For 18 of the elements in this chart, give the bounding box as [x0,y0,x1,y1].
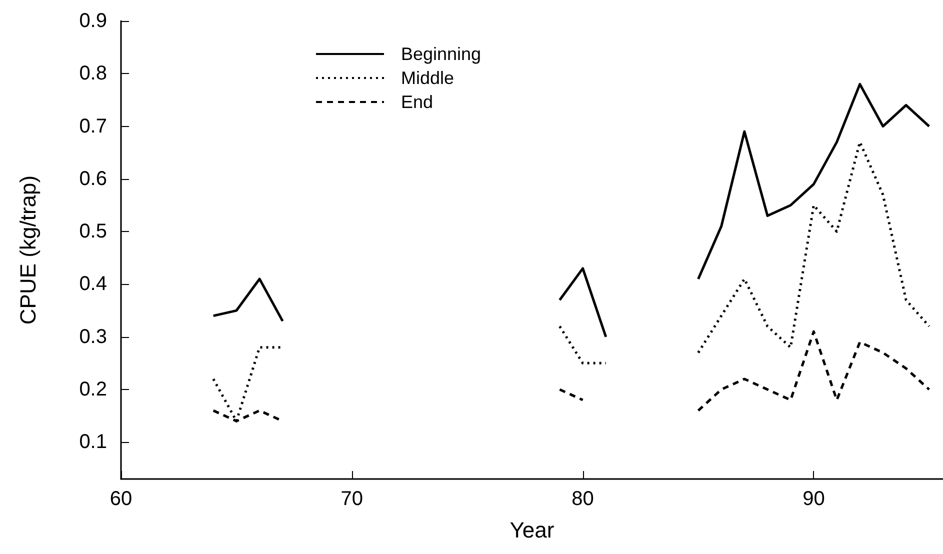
x-axis-title: Year [510,518,554,542]
y-tick-label: 0.9 [79,10,107,32]
y-tick-label: 0.4 [79,273,107,296]
y-axis-title: CPUE (kg/trap) [16,175,40,325]
legend-label: End [401,92,434,112]
y-tick-label: 0.6 [79,168,107,190]
x-tick-label: 70 [340,488,364,510]
y-tick-label: 0.5 [79,220,107,243]
x-tick-label: 60 [110,488,132,510]
legend-label: Beginning [401,44,482,64]
y-tick-label: 0.7 [79,115,107,138]
y-tick-label: 0.1 [79,431,107,454]
x-tick-label: 80 [572,488,594,510]
y-tick-label: 0.3 [79,326,107,348]
y-tick-label: 0.2 [79,378,107,401]
y-tick-label: 0.8 [79,62,107,85]
x-tick-label: 90 [802,488,825,510]
legend-label: Middle [401,68,454,88]
